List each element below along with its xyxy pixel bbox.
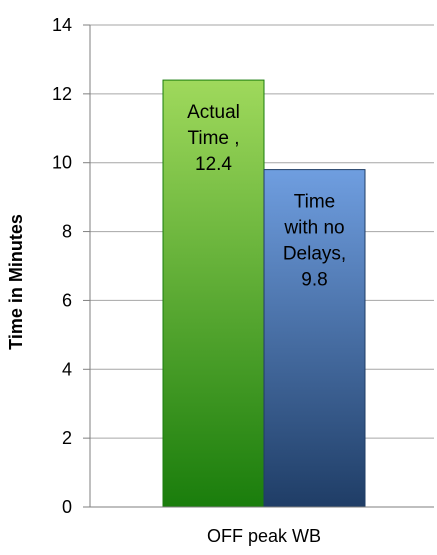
data-label-line: 12.4 xyxy=(195,154,232,175)
data-label-line: Time , xyxy=(187,128,239,149)
data-labels: Actual Time , 12.4 Time with no Delays, 9.8 xyxy=(187,102,346,291)
bar-series-0 xyxy=(162,79,265,508)
bar-series-1 xyxy=(263,169,366,508)
data-label-line: 9.8 xyxy=(301,270,327,291)
data-label-line: with no xyxy=(283,218,344,239)
y-axis-title: Time in Minutes xyxy=(6,214,26,350)
y-tick-label: 14 xyxy=(52,15,72,35)
y-tick-label: 6 xyxy=(62,290,72,310)
data-label-line: Actual xyxy=(187,102,240,123)
y-tick-label: 0 xyxy=(62,497,72,517)
data-label-line: Delays, xyxy=(283,244,346,265)
y-tick-label: 12 xyxy=(52,84,72,104)
data-label-line: Time xyxy=(294,192,336,213)
y-tick-label: 2 xyxy=(62,428,72,448)
y-tick-label: 4 xyxy=(62,359,72,379)
y-axis-ticks: 0 2 4 6 8 10 12 14 xyxy=(52,15,90,517)
data-label-series-1: Time with no Delays, 9.8 xyxy=(283,192,346,291)
x-category-label: OFF peak WB xyxy=(207,526,321,546)
y-tick-label: 8 xyxy=(62,222,72,242)
y-tick-label: 10 xyxy=(52,153,72,173)
data-label-series-0: Actual Time , 12.4 xyxy=(187,102,240,175)
bars xyxy=(162,79,366,508)
